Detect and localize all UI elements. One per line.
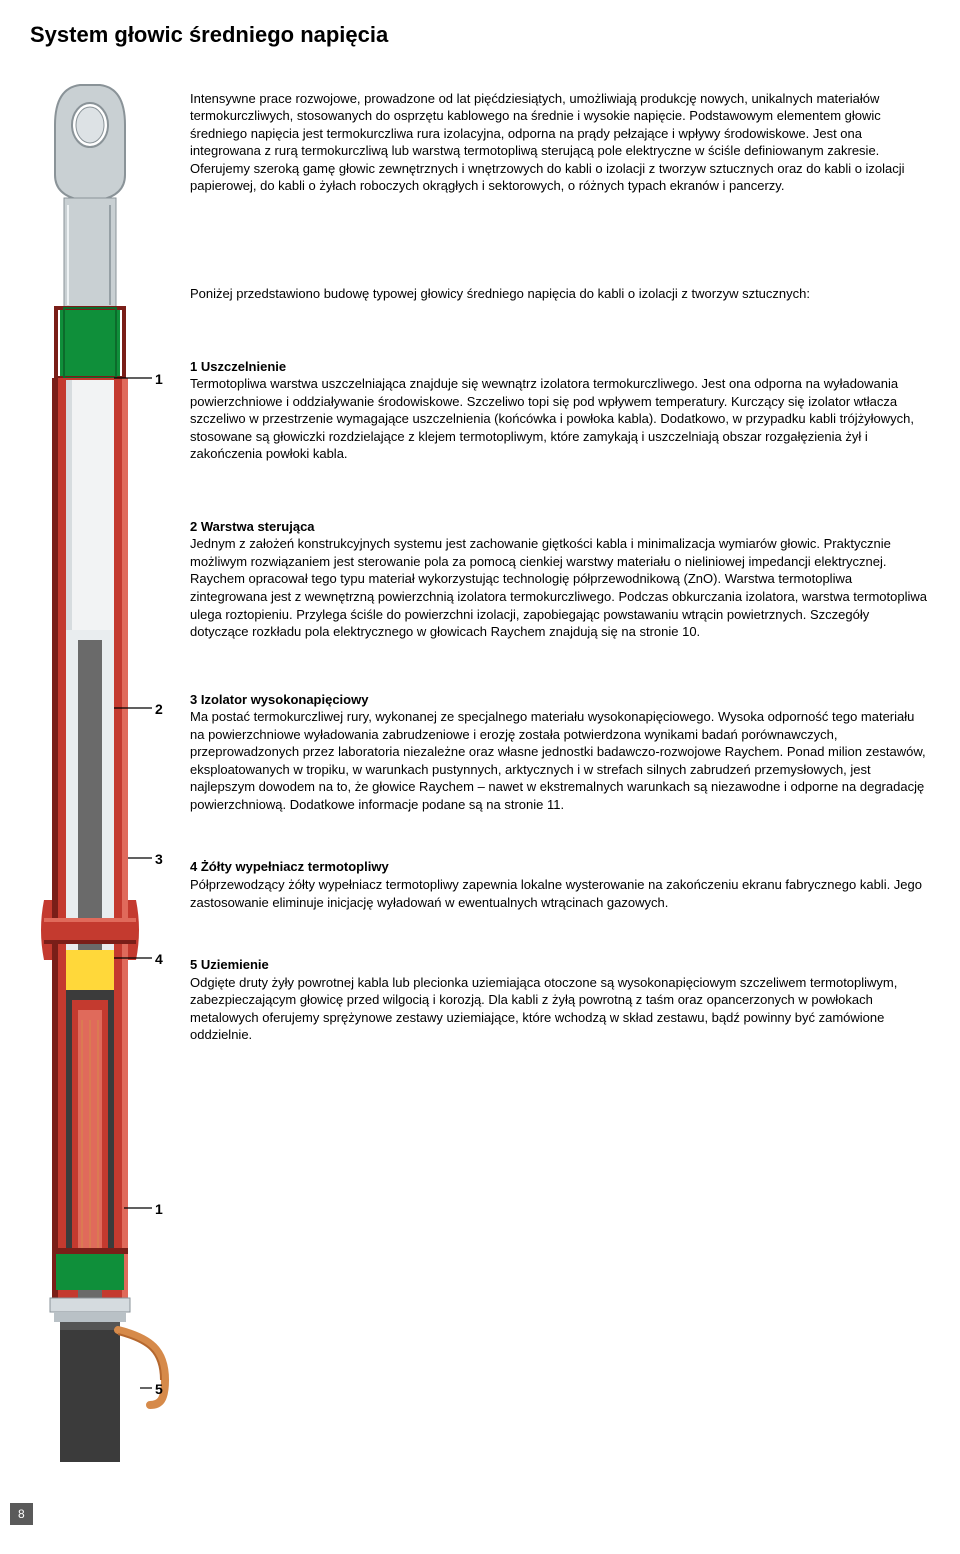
section-2-body: Jednym z założeń konstrukcyjnych systemu… [190,536,927,639]
diagram-marker-4: 4 [155,950,163,969]
section-4-body: Półprzewodzący żółty wypełniacz termotop… [190,877,922,910]
section-1-title: 1 Uszczelnienie [190,359,286,374]
diagram-marker-1b: 1 [155,1200,163,1219]
section-3-title: 3 Izolator wysokonapięciowy [190,692,368,707]
page-number: 8 [10,1503,33,1525]
diagram-marker-2: 2 [155,700,163,719]
diagram-marker-1a: 1 [155,370,163,389]
sub-intro: Poniżej przedstawiono budowę typowej gło… [190,285,930,303]
section-4: 4 Żółty wypełniacz termotopliwy Półprzew… [190,858,930,911]
section-2-title: 2 Warstwa sterująca [190,519,315,534]
section-1: 1 Uszczelnienie Termotopliwa warstwa usz… [190,358,930,463]
termination-diagram [30,80,170,1520]
main-layout: 1 2 3 4 1 5 [30,80,930,1525]
section-5: 5 Uziemienie Odgięte druty żyły powrotne… [190,956,930,1044]
diagram-marker-5: 5 [155,1380,163,1399]
text-column: Intensywne prace rozwojowe, prowadzone o… [190,80,930,1525]
page-title: System głowic średniego napięcia [30,20,930,50]
section-2: 2 Warstwa sterująca Jednym z założeń kon… [190,518,930,641]
diagram-column: 1 2 3 4 1 5 [30,80,170,1525]
section-1-body: Termotopliwa warstwa uszczelniająca znaj… [190,376,914,461]
diagram-marker-3: 3 [155,850,163,869]
section-4-title: 4 Żółty wypełniacz termotopliwy [190,859,389,874]
section-3-body: Ma postać termokurczliwej rury, wykonane… [190,709,926,812]
section-3: 3 Izolator wysokonapięciowy Ma postać te… [190,691,930,814]
section-5-title: 5 Uziemienie [190,957,269,972]
intro-paragraph: Intensywne prace rozwojowe, prowadzone o… [190,90,930,195]
section-5-body: Odgięte druty żyły powrotnej kabla lub p… [190,975,897,1043]
